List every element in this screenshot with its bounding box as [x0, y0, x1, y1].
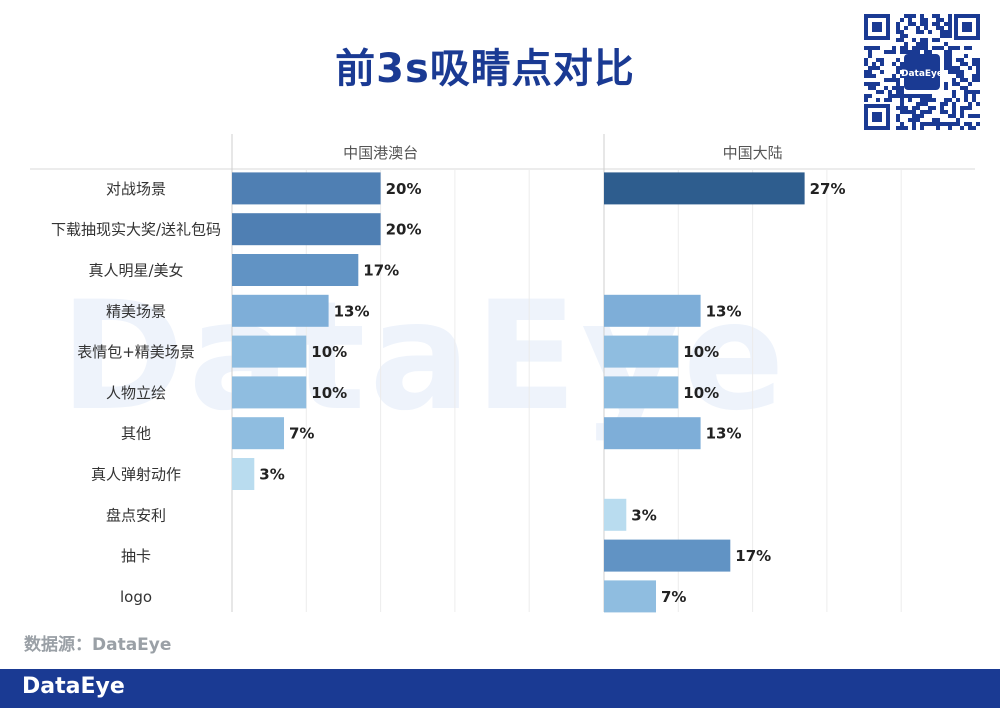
category-label: 对战场景 [106, 180, 166, 198]
category-label: 精美场景 [106, 302, 166, 320]
data-label: 10% [683, 343, 719, 361]
category-label: 下载抽现实大奖/送礼包码 [51, 221, 221, 239]
category-label: logo [120, 588, 152, 606]
footer-logo: DataEye [22, 674, 125, 699]
data-label: 10% [311, 343, 347, 361]
bar [232, 376, 307, 409]
data-label: 20% [386, 221, 422, 239]
bar-chart: 中国港澳台 20% 20% 17% 13% 10% 10% 7% 3% 中国大陆 27% 13% 10%… [30, 134, 975, 613]
data-label: 17% [735, 547, 771, 565]
bar [232, 417, 285, 450]
category-label: 表情包+精美场景 [77, 343, 195, 361]
category-label: 真人弹射动作 [91, 466, 181, 484]
bar [232, 294, 329, 327]
footer-bar: DataEye [0, 669, 1000, 708]
data-label: 27% [810, 180, 846, 198]
bar [604, 580, 657, 613]
data-label: 13% [706, 302, 742, 320]
bar [232, 172, 381, 205]
bar [604, 417, 701, 450]
category-label: 人物立绘 [106, 384, 166, 402]
page-title: 前3s吸睛点对比 [335, 46, 635, 92]
data-label: 17% [363, 262, 399, 280]
data-label: 10% [683, 384, 719, 402]
source-note: 数据源：DataEye [24, 635, 172, 655]
qr-badge: DataEye [901, 69, 943, 79]
bar [604, 172, 805, 205]
bar [232, 335, 307, 368]
data-label: 20% [386, 180, 422, 198]
bar [232, 254, 359, 286]
qr-code-icon: DataEye [860, 10, 984, 134]
data-label: 3% [631, 506, 656, 524]
data-label: 13% [706, 425, 742, 443]
bar [604, 294, 701, 327]
data-label: 3% [259, 466, 284, 484]
category-label: 抽卡 [121, 547, 151, 565]
bar [232, 458, 255, 490]
category-label: 其他 [121, 425, 151, 443]
panel-header-1: 中国大陆 [723, 144, 783, 162]
bar [604, 376, 679, 409]
data-label: 10% [311, 384, 347, 402]
bar [232, 213, 381, 246]
bar [604, 335, 679, 368]
bar [604, 498, 627, 531]
bar [604, 539, 731, 572]
category-label: 盘点安利 [106, 506, 166, 524]
data-label: 7% [289, 425, 314, 443]
data-label: 13% [334, 302, 370, 320]
panel-header-0: 中国港澳台 [343, 144, 418, 162]
data-label: 7% [661, 588, 686, 606]
category-label: 真人明星/美女 [88, 262, 183, 280]
